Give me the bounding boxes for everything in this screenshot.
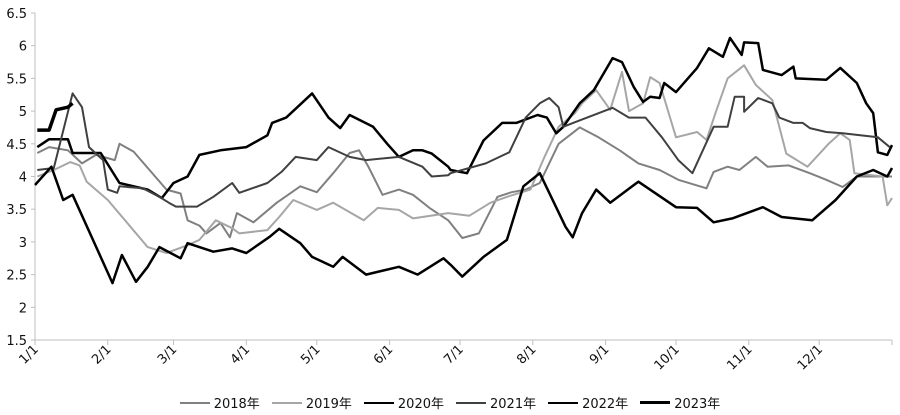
series-line-2019 (36, 64, 893, 254)
y-tick-label: 2 (19, 301, 27, 316)
x-tick-label: 8/1 (514, 342, 539, 367)
legend-item: 2021年 (456, 393, 536, 412)
y-axis-ticks: 1.5 2 2.5 3 3.5 4 4.5 5 5.5 6 6.5 (6, 7, 35, 349)
series-line-2018 (36, 126, 892, 239)
x-tick-label: 7/1 (441, 342, 466, 367)
x-tick-label: 5/1 (298, 342, 323, 367)
x-tick-label: 6/1 (371, 342, 396, 367)
y-tick-label: 5 (19, 105, 27, 120)
legend-swatch (548, 401, 579, 404)
legend: 2018年 2019年 2020年 2021年 2022年 2023年 (0, 393, 900, 412)
y-tick-label: 3.5 (6, 203, 27, 218)
legend-swatch (456, 401, 486, 404)
series-lines (34, 36, 894, 285)
legend-label: 2018年 (213, 397, 260, 412)
series-line-2023 (37, 101, 74, 132)
x-tick-label: 11/1 (724, 342, 755, 373)
x-tick-label: 3/1 (155, 342, 180, 367)
legend-label: 2023年 (674, 397, 721, 412)
legend-swatch (271, 401, 302, 404)
x-tick-label: 2/1 (89, 342, 114, 367)
legend-label: 2021年 (490, 397, 537, 412)
y-tick-label: 3 (19, 236, 27, 251)
y-tick-label: 1.5 (6, 334, 27, 349)
x-tick-label: 10/1 (652, 342, 683, 373)
series-line-2020 (36, 36, 894, 200)
legend-swatch (179, 401, 210, 404)
y-tick-label: 4.5 (6, 138, 27, 153)
legend-label: 2020年 (397, 397, 444, 412)
legend-label: 2019年 (305, 397, 352, 412)
legend-swatch (363, 401, 394, 404)
y-tick-label: 6 (19, 40, 27, 55)
x-axis-ticks: 1/1 2/1 3/1 4/1 5/1 6/1 7/1 8/1 9/1 10/1 11/1 12/1 (16, 340, 893, 373)
legend-item: 2022年 (548, 393, 628, 412)
x-tick-label: 12/1 (795, 342, 826, 373)
y-tick-label: 5.5 (6, 72, 27, 87)
legend-item: 2019年 (271, 393, 352, 412)
x-tick-label: 4/1 (228, 342, 253, 367)
legend-item: 2023年 (640, 393, 720, 412)
series-line-2021 (37, 92, 891, 208)
y-tick-label: 4 (19, 171, 27, 186)
legend-label: 2022年 (582, 397, 629, 412)
legend-item: 2020年 (363, 393, 444, 412)
series-line-2022 (34, 165, 894, 285)
y-tick-label: 2.5 (6, 269, 27, 284)
legend-swatch (640, 401, 671, 404)
x-tick-label: 9/1 (587, 342, 612, 367)
legend-item: 2018年 (179, 393, 260, 412)
y-tick-label: 6.5 (6, 7, 27, 22)
